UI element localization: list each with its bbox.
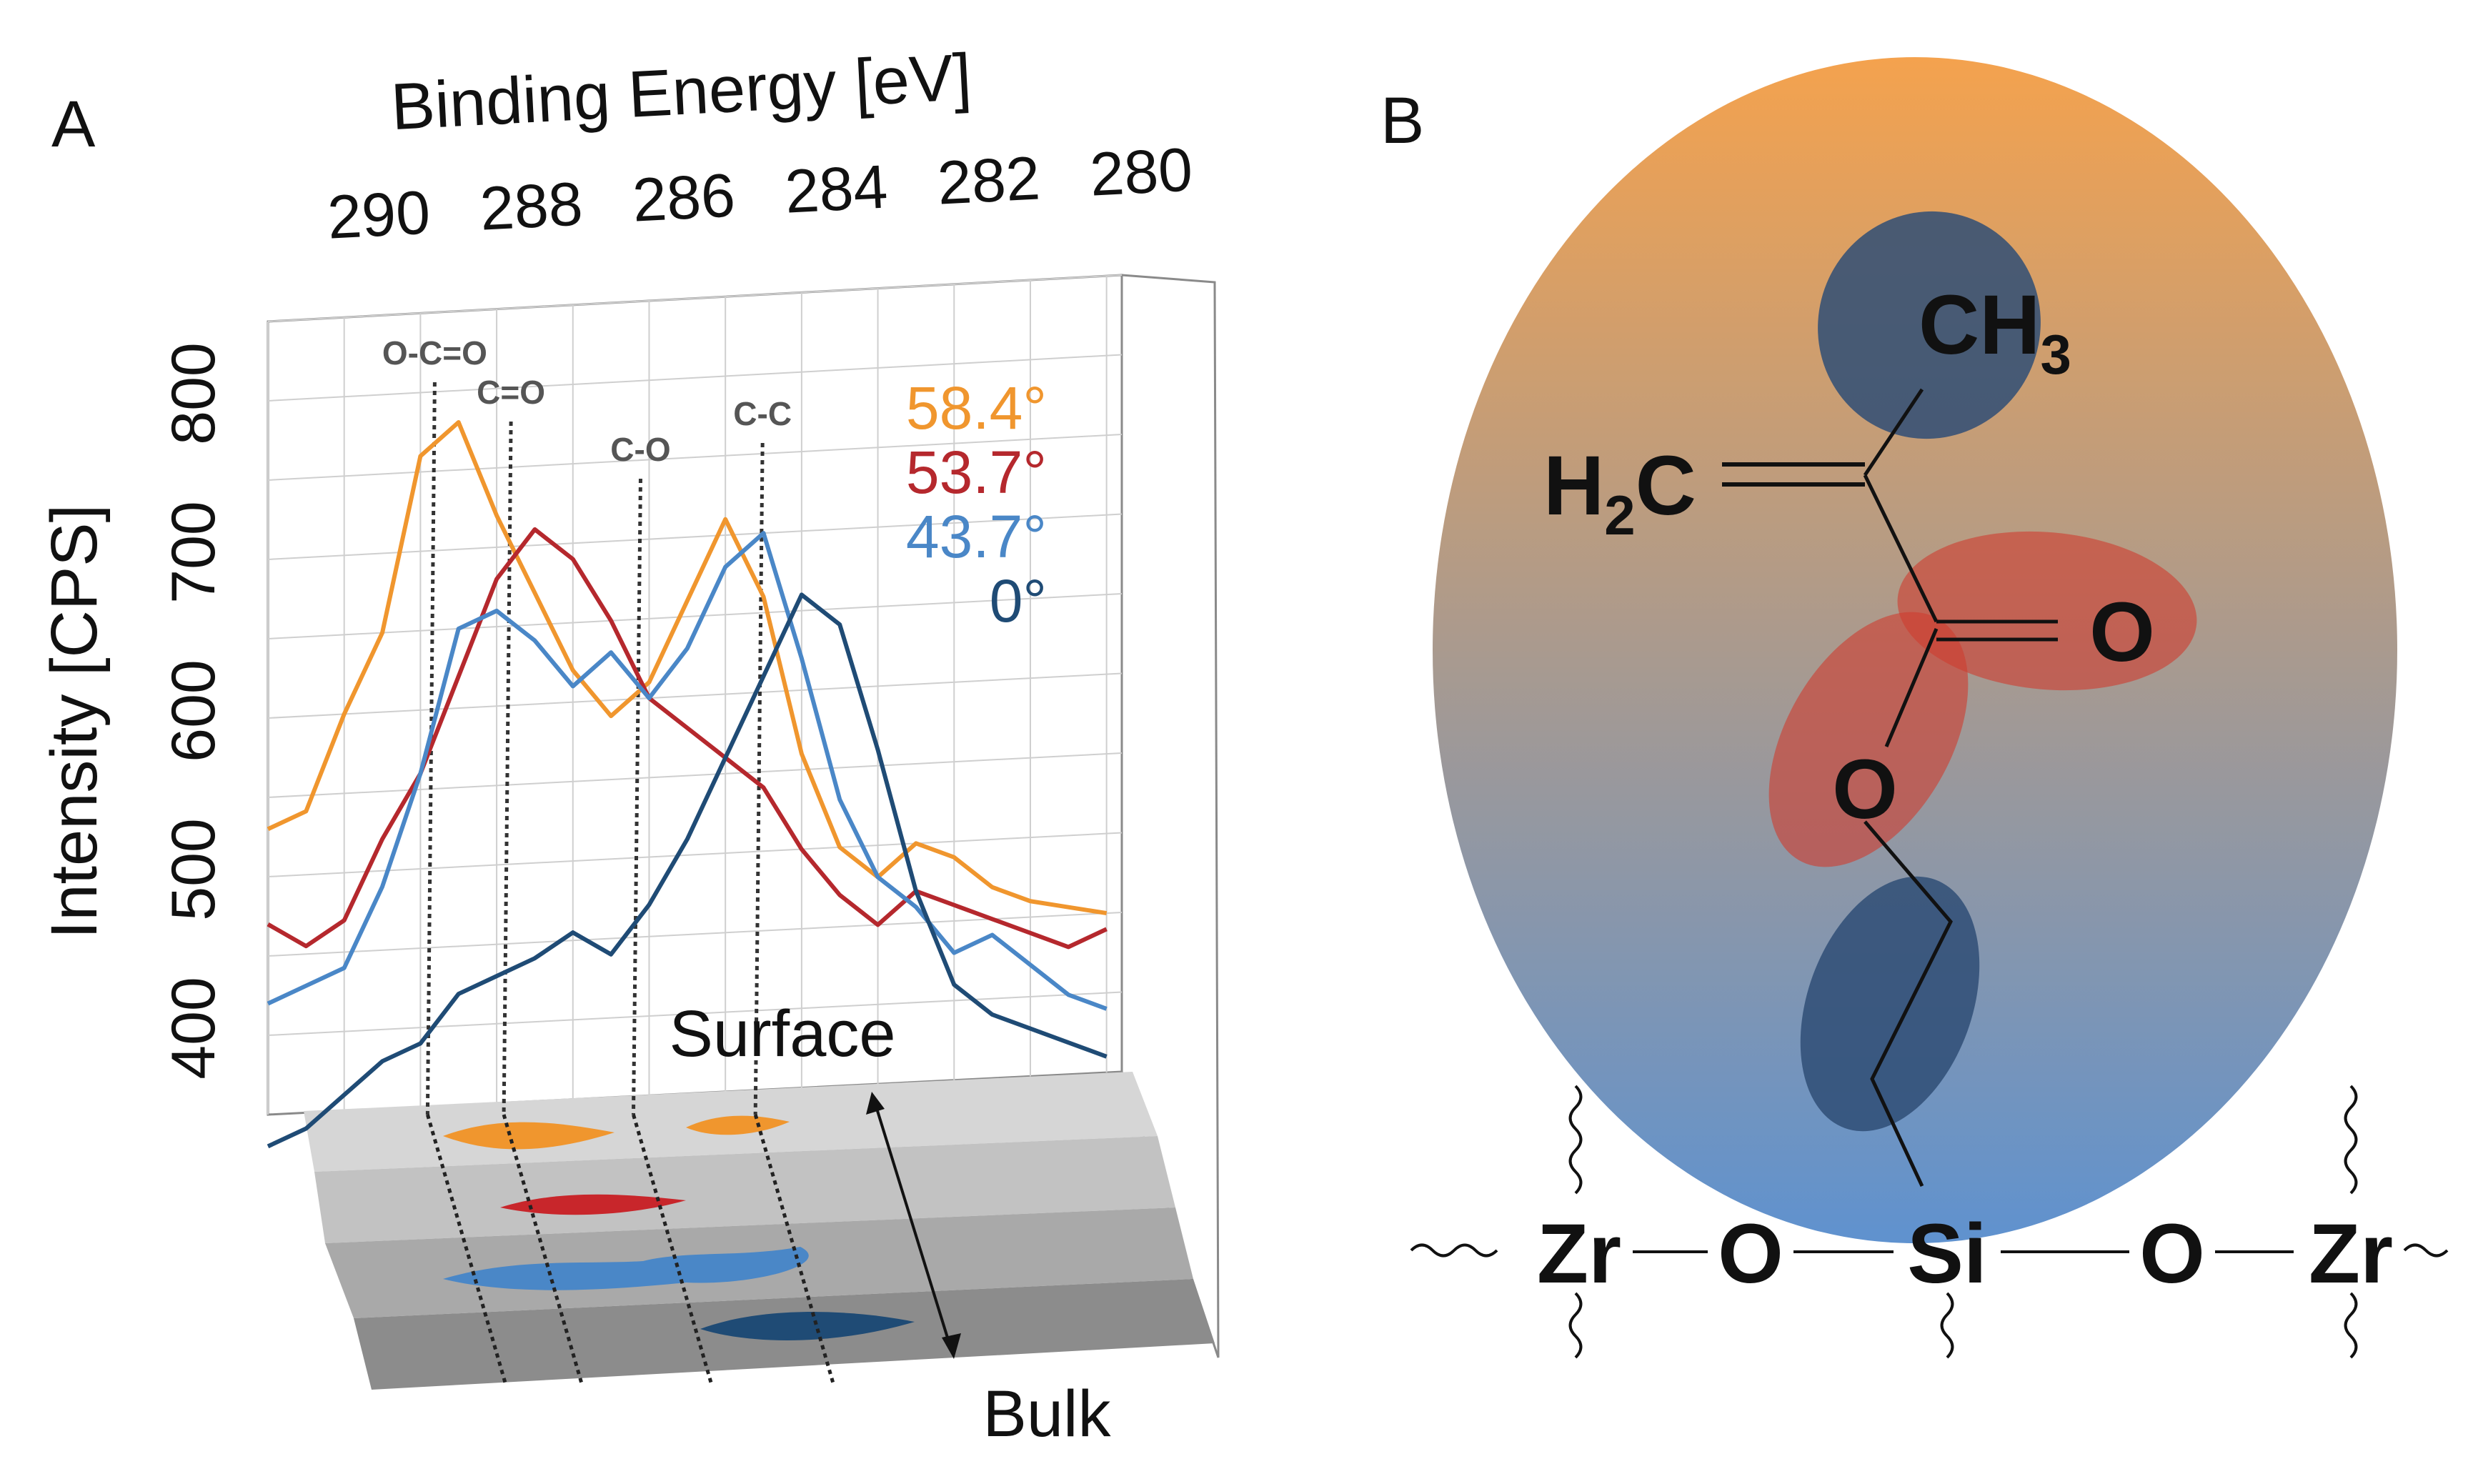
panel-a: A Binding Energy [eV] 290 288 286 284 282 280… [38, 41, 1220, 1450]
legend-entry: 43.7° [906, 503, 1047, 570]
legend-entry: 58.4° [906, 374, 1047, 442]
legend-entry: 53.7° [906, 439, 1047, 506]
grid-line-horizontal [267, 274, 1123, 322]
floor-band-2 [314, 1136, 1175, 1243]
substrate-atom: Zr [1537, 1207, 1621, 1301]
y-axis-title: Intensity [CPS] [38, 504, 111, 939]
wavy-bond-zr2-up [2344, 1085, 2358, 1195]
wavy-bond-left [1410, 1243, 1498, 1258]
alpha-carbonyl-bond [1863, 474, 1939, 623]
y-tick-labels: 400 500 600 700 800 [159, 342, 228, 1080]
propyl-highlight [1800, 876, 1980, 1132]
peak-marker-lines [425, 382, 836, 1387]
y-tick-label: 500 [159, 818, 228, 921]
h2c-label: H2C [1543, 439, 1696, 547]
ester-oxygen-label: O [1832, 742, 1898, 837]
panel-a-label: A [51, 88, 96, 161]
floor-blob-43 [443, 1247, 809, 1290]
peak-label: O-C=O [382, 334, 487, 372]
plot-side-wall [1120, 274, 1220, 1358]
wavy-bond-si-down [1940, 1292, 1954, 1359]
peak-marker-line [425, 382, 437, 1115]
x-tick-label: 282 [936, 144, 1042, 217]
floor-blob-0 [700, 1312, 915, 1341]
x-tick-label: 284 [783, 152, 889, 226]
ester-bond [1884, 628, 1939, 747]
series-line [267, 531, 1108, 1011]
substrate-row: Zr O Si O Zr [1537, 1207, 2393, 1301]
peak-marker-floor-line [753, 1114, 836, 1387]
y-tick-label: 600 [159, 659, 228, 762]
carbonyl-oxygen-label: O [2089, 585, 2155, 679]
y-tick-label: 800 [159, 342, 228, 445]
x-tick-label: 290 [326, 178, 432, 252]
grid-line-horizontal [267, 593, 1123, 639]
panel-b-label: B [1380, 84, 1424, 157]
x-tick-labels: 290 288 286 284 282 280 [326, 135, 1194, 252]
grid-line-horizontal [267, 434, 1123, 481]
depth-arrow [874, 1103, 952, 1348]
grid [267, 274, 1123, 1115]
surface-label: Surface [669, 997, 895, 1070]
bulk-label: Bulk [983, 1378, 1112, 1450]
substrate-atom: Zr [2309, 1207, 2393, 1301]
grid-line-horizontal [267, 991, 1123, 1036]
depth-arrow-head-top [866, 1092, 885, 1115]
propyl-chain [1864, 820, 1953, 1187]
methyl-highlight [1818, 211, 2041, 439]
y-tick-label: 400 [159, 977, 228, 1080]
substrate-atom: O [1718, 1207, 1783, 1301]
peak-marker-floor-line [425, 1114, 508, 1387]
series-line [267, 592, 1108, 1149]
peak-marker-line [631, 478, 642, 1115]
grid-line-horizontal [267, 912, 1123, 957]
peak-label: C-C [733, 395, 792, 432]
x-tick-label: 280 [1088, 135, 1194, 209]
floor-blob-53 [500, 1194, 686, 1215]
legend-entry: 0° [990, 567, 1047, 634]
methyl-bond [1863, 388, 1924, 477]
floor-blob-58-b [686, 1115, 790, 1135]
x-axis-title: Binding Energy [eV] [389, 41, 973, 144]
x-tick-label: 288 [478, 169, 584, 243]
wavy-bond-right [2403, 1243, 2449, 1258]
wavy-bond-zr2-down [2344, 1292, 2358, 1359]
peak-label: C-O [610, 431, 670, 468]
panel-b: B CH3 H2C O O Zr O Si O Zr [1380, 57, 2449, 1359]
floor-blob-58-a [443, 1122, 614, 1150]
grid-line-horizontal [267, 832, 1123, 877]
series-line [267, 527, 1108, 950]
depth-arrow-head-bottom [942, 1333, 961, 1359]
series-line [267, 420, 1108, 916]
carbonyl-highlight [1897, 531, 2197, 691]
peak-marker-floor-line [632, 1114, 714, 1387]
wavy-bond-zr1-up [1568, 1085, 1583, 1195]
peak-marker-line [753, 442, 765, 1115]
wavy-bond-zr1-down [1568, 1292, 1583, 1359]
ch3-label: CH3 [1919, 278, 2071, 386]
grid-line-horizontal [267, 513, 1123, 560]
peak-label: C=O [477, 374, 545, 411]
grid-line-horizontal [267, 672, 1123, 719]
peak-labels: O-C=OC=O C-O C-C [382, 334, 792, 468]
grid-line-horizontal [267, 354, 1123, 402]
series-lines [267, 420, 1108, 1149]
y-tick-label: 700 [159, 501, 228, 604]
substrate-atom: O [2139, 1207, 2205, 1301]
x-tick-label: 286 [631, 161, 737, 234]
substrate-atom: Si [1907, 1207, 1987, 1301]
peak-marker-floor-line [502, 1114, 584, 1387]
peak-marker-line [502, 421, 513, 1115]
legend: 58.4°53.7°43.7°0° [906, 374, 1047, 634]
